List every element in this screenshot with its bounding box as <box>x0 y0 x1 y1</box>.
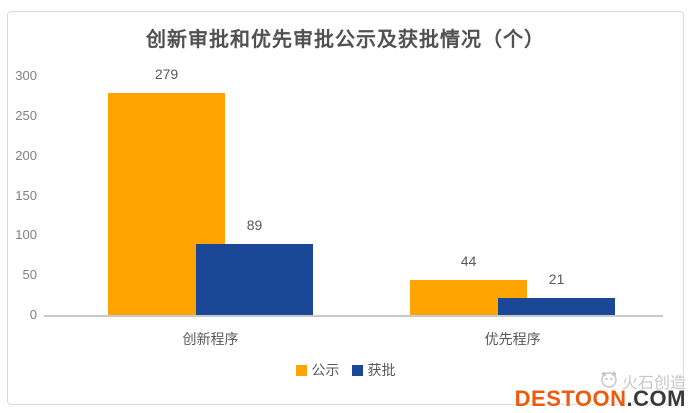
data-label: 89 <box>246 217 263 233</box>
plot-area: 0 50 100 150 200 250 300 279 89 创新程序 44 21 优先程序 <box>15 67 663 347</box>
x-axis-line <box>44 315 663 317</box>
legend-swatch-icon <box>351 364 363 376</box>
legend-label: 获批 <box>367 362 396 378</box>
watermark-domain-suffix: .COM <box>626 386 686 411</box>
y-axis-tick-label: 300 <box>15 68 37 83</box>
bar-获批-创新程序 <box>196 244 313 315</box>
legend-label: 公示 <box>311 362 340 378</box>
y-axis-tick-label: 200 <box>15 147 37 163</box>
category-label-优先程序: 优先程序 <box>484 331 541 347</box>
huoshi-logo-icon <box>599 370 619 393</box>
category-label-创新程序: 创新程序 <box>182 331 239 347</box>
watermark: 火石创造 DESTOON.COM <box>515 369 686 410</box>
y-axis-tick-label: 150 <box>15 187 37 203</box>
watermark-brand-text: 火石创造 <box>621 375 686 392</box>
watermark-domain-name: DESTOON <box>514 386 627 411</box>
y-axis-tick-label: 250 <box>15 107 37 123</box>
data-label: 21 <box>548 271 565 287</box>
chart-title: 创新审批和优先审批公示及获批情况（个） <box>146 29 545 51</box>
data-label: 279 <box>154 66 179 82</box>
y-axis-tick-label: 50 <box>22 267 37 283</box>
bar-获批-优先程序 <box>498 298 616 315</box>
legend: 公示 获批 <box>8 360 683 380</box>
watermark-brand-row: 火石创造 <box>515 369 686 393</box>
watermark-domain: DESTOON.COM <box>515 388 686 410</box>
y-axis-tick-label: 100 <box>15 227 37 243</box>
y-axis-tick-label: 0 <box>29 307 37 322</box>
legend-item-获批: 获批 <box>351 360 396 380</box>
legend-item-公示: 公示 <box>295 360 340 380</box>
legend-swatch-icon <box>295 364 307 376</box>
chart-frame: 创新审批和优先审批公示及获批情况（个） 0 50 100 150 200 250 300 27… <box>7 11 684 405</box>
data-label: 44 <box>460 253 477 269</box>
